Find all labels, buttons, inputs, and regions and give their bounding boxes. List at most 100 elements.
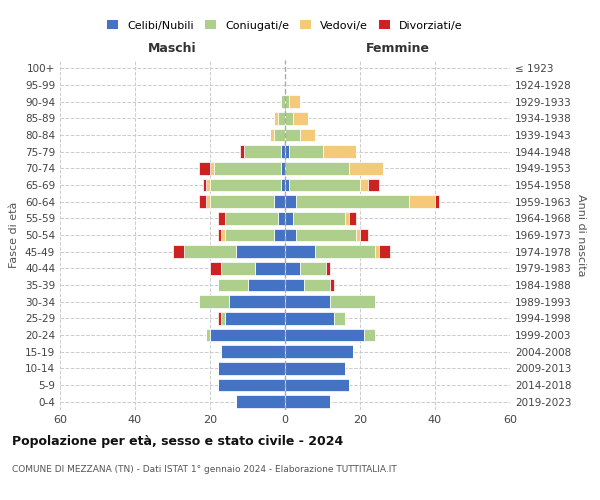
Bar xyxy=(255,262,285,274)
Bar xyxy=(221,312,225,324)
Text: Femmine: Femmine xyxy=(365,42,430,55)
Bar xyxy=(300,262,326,274)
Bar xyxy=(281,146,285,158)
Bar xyxy=(270,129,274,141)
Bar xyxy=(304,279,330,291)
Bar xyxy=(285,296,330,308)
Bar xyxy=(244,146,281,158)
Bar xyxy=(285,179,289,192)
Y-axis label: Anni di nascita: Anni di nascita xyxy=(575,194,586,276)
Bar xyxy=(367,179,379,192)
Bar xyxy=(173,246,184,258)
Bar xyxy=(203,179,206,192)
Bar xyxy=(293,212,345,224)
Bar xyxy=(210,329,285,341)
Bar xyxy=(289,96,300,108)
Bar xyxy=(206,329,210,341)
Bar xyxy=(221,262,255,274)
Bar xyxy=(323,146,356,158)
Bar xyxy=(326,262,330,274)
Bar xyxy=(289,146,323,158)
Bar xyxy=(206,196,210,208)
Bar xyxy=(375,246,379,258)
Bar xyxy=(330,279,334,291)
Bar xyxy=(274,196,285,208)
Bar xyxy=(296,229,356,241)
Bar xyxy=(285,312,334,324)
Bar xyxy=(330,296,375,308)
Bar xyxy=(345,212,349,224)
Text: COMUNE DI MEZZANA (TN) - Dati ISTAT 1° gennaio 2024 - Elaborazione TUTTITALIA.IT: COMUNE DI MEZZANA (TN) - Dati ISTAT 1° g… xyxy=(12,465,397,474)
Bar xyxy=(285,262,300,274)
Bar xyxy=(225,212,277,224)
Bar xyxy=(277,212,285,224)
Bar xyxy=(285,196,296,208)
Bar xyxy=(293,112,308,124)
Bar xyxy=(289,179,360,192)
Bar xyxy=(225,229,274,241)
Bar xyxy=(214,162,281,174)
Bar xyxy=(364,329,375,341)
Bar xyxy=(300,129,315,141)
Bar xyxy=(218,279,248,291)
Bar xyxy=(281,179,285,192)
Bar xyxy=(218,362,285,374)
Y-axis label: Fasce di età: Fasce di età xyxy=(10,202,19,268)
Bar xyxy=(356,229,360,241)
Bar xyxy=(184,246,236,258)
Bar xyxy=(281,162,285,174)
Text: Popolazione per età, sesso e stato civile - 2024: Popolazione per età, sesso e stato civil… xyxy=(12,435,343,448)
Bar xyxy=(296,196,409,208)
Bar xyxy=(229,296,285,308)
Bar xyxy=(435,196,439,208)
Bar xyxy=(221,229,225,241)
Bar xyxy=(285,329,364,341)
Bar xyxy=(334,312,345,324)
Bar xyxy=(349,162,383,174)
Bar xyxy=(360,179,367,192)
Bar xyxy=(285,346,353,358)
Bar xyxy=(349,212,356,224)
Bar xyxy=(274,112,277,124)
Bar xyxy=(218,212,225,224)
Bar xyxy=(199,196,206,208)
Bar xyxy=(360,229,367,241)
Bar xyxy=(210,262,221,274)
Bar xyxy=(285,362,345,374)
Bar xyxy=(218,379,285,391)
Bar xyxy=(236,396,285,408)
Bar xyxy=(281,96,285,108)
Bar xyxy=(285,146,289,158)
Bar xyxy=(285,379,349,391)
Text: Maschi: Maschi xyxy=(148,42,197,55)
Bar xyxy=(274,129,285,141)
Bar xyxy=(236,246,285,258)
Bar xyxy=(248,279,285,291)
Legend: Celibi/Nubili, Coniugati/e, Vedovi/e, Divorziati/e: Celibi/Nubili, Coniugati/e, Vedovi/e, Di… xyxy=(107,20,463,30)
Bar xyxy=(285,229,296,241)
Bar xyxy=(218,229,221,241)
Bar xyxy=(210,162,214,174)
Bar xyxy=(199,162,210,174)
Bar xyxy=(277,112,285,124)
Bar xyxy=(285,129,300,141)
Bar xyxy=(206,179,210,192)
Bar xyxy=(218,312,221,324)
Bar xyxy=(315,246,375,258)
Bar xyxy=(285,212,293,224)
Bar xyxy=(210,179,281,192)
Bar xyxy=(285,279,304,291)
Bar xyxy=(285,162,349,174)
Bar xyxy=(274,229,285,241)
Bar xyxy=(240,146,244,158)
Bar xyxy=(409,196,435,208)
Bar xyxy=(225,312,285,324)
Bar xyxy=(285,396,330,408)
Bar xyxy=(285,112,293,124)
Bar xyxy=(379,246,390,258)
Bar xyxy=(210,196,274,208)
Bar xyxy=(285,96,289,108)
Bar xyxy=(285,246,315,258)
Bar xyxy=(221,346,285,358)
Bar xyxy=(199,296,229,308)
